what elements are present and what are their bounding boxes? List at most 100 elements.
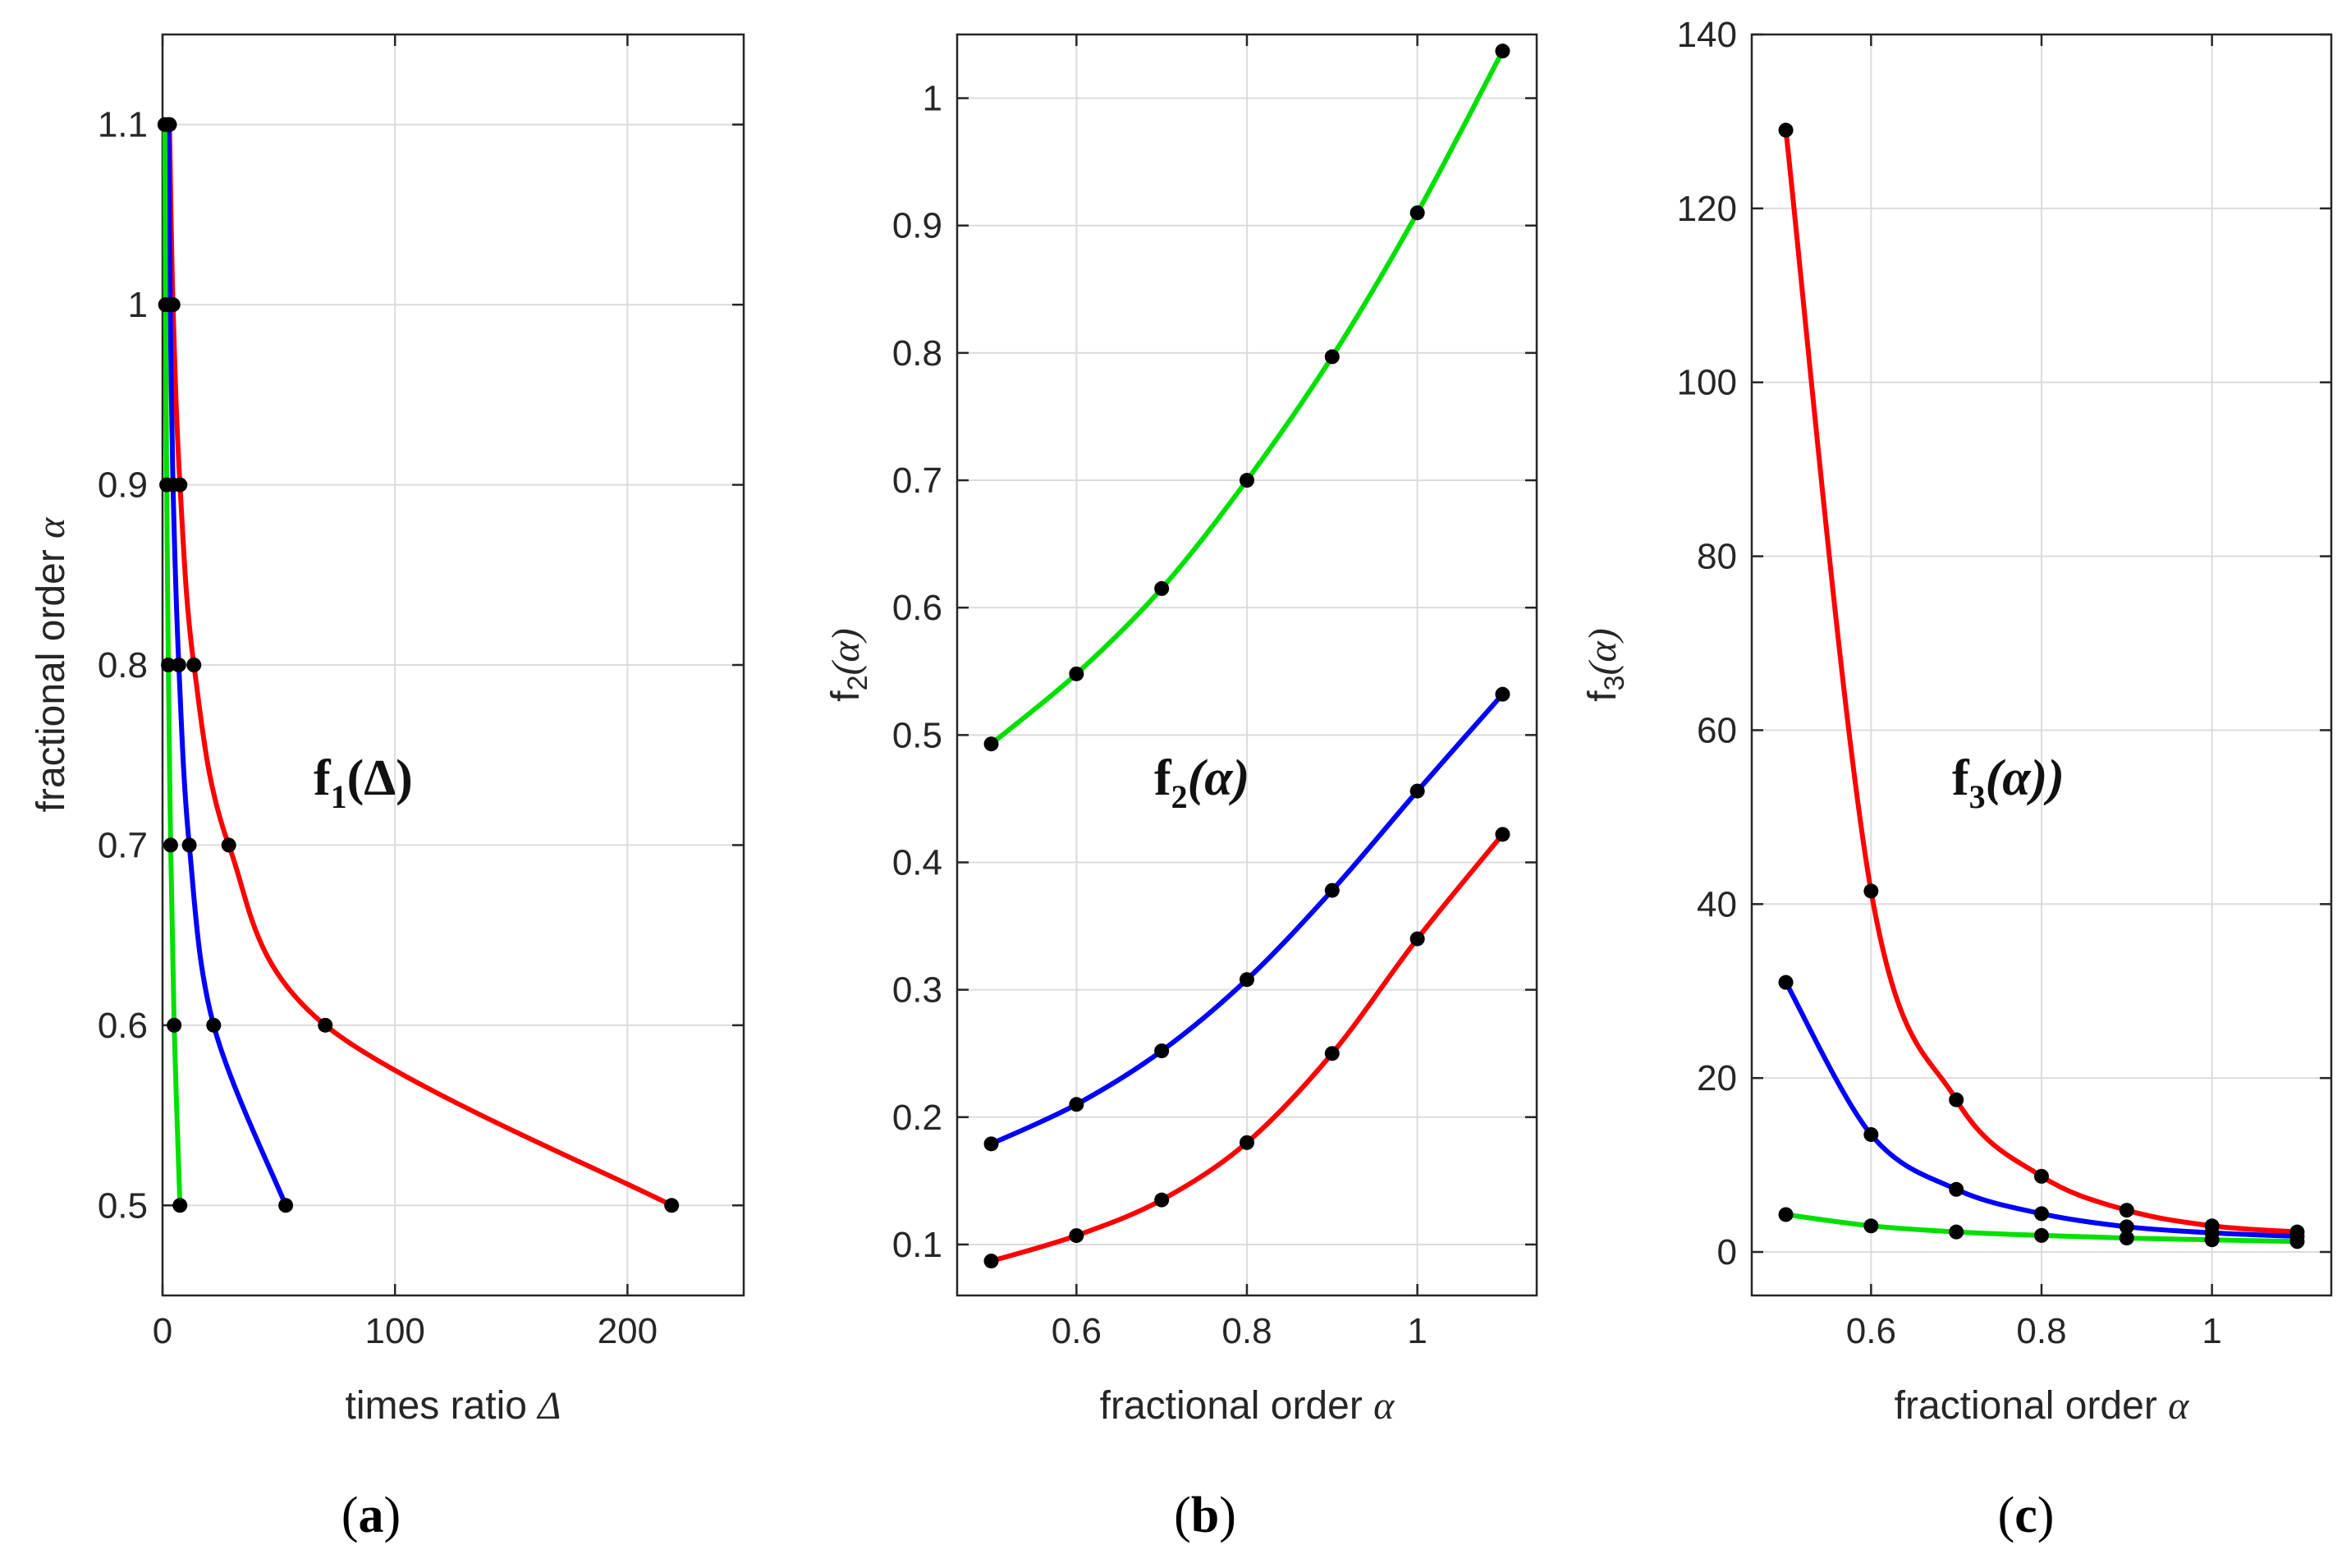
panel-b-series-blue-point	[1069, 1097, 1084, 1112]
panel-c-series-green-point	[1863, 1218, 1879, 1234]
panel-a-y-tick-label: 0.8	[98, 645, 148, 685]
panel-a-series-red-point	[318, 1017, 333, 1033]
panel-b-annotation: f2(α)	[1154, 750, 1249, 815]
panel-c-series-blue-point	[2119, 1219, 2134, 1235]
panel-a-grid	[162, 34, 744, 1295]
panel-c-series-red-point	[1778, 122, 1794, 138]
panel-b-series-blue-point	[983, 1136, 999, 1152]
panel-c-series-red-point	[2034, 1168, 2049, 1184]
panel-b-series-green-point	[1154, 580, 1170, 596]
panel-c-y-label: f3(α)	[1581, 628, 1630, 701]
panel-b-y-tick-label: 0.8	[892, 333, 942, 374]
panel-a-x-tick-label: 200	[598, 1311, 658, 1351]
panel-b-series	[983, 44, 1510, 1269]
panel-c-series-green-point	[2204, 1232, 2220, 1248]
panel-b-y-label: f2(α)	[824, 628, 873, 701]
panel-b-series-green-point	[1240, 473, 1254, 488]
panel-c-y-tick-label: 100	[1677, 363, 1737, 403]
panel-c-series-green-point	[1949, 1224, 1964, 1240]
panel-b-series-blue-point	[1240, 972, 1254, 988]
panel-a-series-green-point	[161, 658, 176, 672]
panel-c-annotation: f3(α))	[1952, 750, 2065, 815]
panel-b-x-label: fractional order α	[1100, 1384, 1395, 1428]
panel-b-series-blue-point	[1495, 686, 1510, 702]
panel-b-series-green-point	[983, 736, 999, 752]
panel-b: 0.6 0.8 1 0.1 0.2 0.3 0.4 0.5 0.6 0.7 0.8 0.9 1 f2(α…	[824, 33, 1538, 1543]
panel-c-y-tick-label: 0	[1717, 1232, 1737, 1272]
panel-c-series-blue-point	[1863, 1127, 1879, 1143]
panel-b-x-tick-label: 1	[1407, 1311, 1427, 1351]
panel-a-series-green-point	[172, 1198, 188, 1213]
panel-a-series-green-point	[158, 297, 173, 313]
panel-c-series-blue-point	[1778, 974, 1794, 990]
panel-b-series-green-point	[1324, 349, 1340, 364]
panel-a-series-green-point	[157, 117, 172, 132]
panel-b-series-red-point	[1154, 1192, 1170, 1208]
panel-c-series-blue-point	[2034, 1206, 2049, 1222]
panel-b-caption: (b)	[1174, 1488, 1236, 1543]
panel-c-y-tick-label: 140	[1677, 15, 1737, 55]
panel-b-series-red-point	[1069, 1228, 1084, 1244]
panel-a-ticks: 0 100 200 0.5 0.6 0.7 0.8 0.9 1 1.1	[98, 34, 744, 1351]
panel-b-y-tick-label: 0.7	[892, 461, 942, 501]
panel-a-series-blue-point	[171, 658, 186, 672]
panel-b-y-tick-label: 0.5	[892, 715, 942, 755]
panel-a-series-red-line	[167, 121, 675, 1208]
panel-b-grid	[957, 34, 1537, 1295]
panel-b-ticks: 0.6 0.8 1 0.1 0.2 0.3 0.4 0.5 0.6 0.7 0.8 0.9 1	[892, 34, 1537, 1351]
panel-c-y-tick-label: 80	[1697, 537, 1737, 577]
panel-a-series-green-point	[163, 837, 178, 853]
panel-b-series-blue-point	[1324, 883, 1340, 898]
panel-a-series	[157, 117, 680, 1213]
panel-a-series-red-point	[186, 658, 202, 672]
panel-c-x-tick-label: 0.8	[2016, 1311, 2066, 1351]
panel-b-y-tick-label: 1	[923, 79, 942, 119]
panel-c-y-tick-label: 60	[1697, 710, 1737, 750]
panel-c-series-green-point	[2289, 1234, 2305, 1249]
panel-c-series-red-point	[1949, 1092, 1964, 1107]
panel-b-y-tick-label: 0.2	[892, 1098, 942, 1138]
panel-c-series-green-point	[2119, 1231, 2134, 1246]
panel-a-y-tick-label: 0.7	[98, 825, 148, 865]
panel-c-series-green-point	[1778, 1207, 1794, 1222]
panel-a-series-blue-point	[181, 837, 197, 853]
panel-c-series-green-point	[2034, 1227, 2049, 1243]
panel-c-series	[1778, 122, 2305, 1249]
panel-c-ticks: 0.6 0.8 1 0 20 40 60 80 100 120 140	[1677, 15, 2331, 1351]
panel-b-y-tick-label: 0.3	[892, 970, 942, 1011]
panel-c-x-tick-label: 0.6	[1846, 1311, 1896, 1351]
panel-c-x-tick-label: 1	[2202, 1311, 2221, 1351]
panel-a-x-tick-label: 0	[153, 1311, 172, 1351]
panel-b-series-red-point	[1324, 1046, 1340, 1061]
panel-b-x-tick-label: 0.6	[1052, 1311, 1102, 1351]
panel-a-y-tick-label: 1	[128, 285, 148, 325]
panel-a-series-red-point	[664, 1198, 680, 1213]
panel-a-series-blue-point	[206, 1017, 222, 1033]
panel-b-series-red-point	[1409, 931, 1425, 947]
panel-b-y-tick-label: 0.1	[892, 1225, 942, 1265]
panel-b-y-tick-label: 0.4	[892, 842, 942, 883]
panel-a-series-blue-point	[278, 1198, 294, 1213]
panel-b-x-tick-label: 0.8	[1221, 1311, 1272, 1351]
panel-a-y-tick-label: 0.5	[98, 1185, 148, 1226]
panel-b-y-tick-label: 0.6	[892, 588, 942, 628]
panel-a-series-green-point	[159, 477, 175, 493]
panel-c-series-red-point	[2119, 1203, 2134, 1218]
panel-a-annotation: f1(Δ)	[314, 750, 413, 815]
panel-b-series-green-point	[1495, 44, 1510, 59]
panel-a-y-tick-label: 0.9	[98, 465, 148, 506]
panel-c-grid	[1752, 34, 2331, 1295]
panel-b-series-red-point	[1495, 827, 1510, 842]
panel-c-y-tick-label: 40	[1697, 884, 1737, 924]
panel-a-caption: (a)	[341, 1488, 401, 1543]
panel-b-series-green-point	[1069, 666, 1084, 681]
panel-a-y-label: fractional order α	[30, 517, 73, 813]
panel-a-x-label: times ratio Δ	[346, 1384, 561, 1428]
panel-b-series-red-point	[1240, 1135, 1254, 1150]
panel-a-y-tick-label: 1.1	[98, 105, 148, 145]
panel-c-y-tick-label: 20	[1697, 1058, 1737, 1098]
panel-a-y-tick-label: 0.6	[98, 1006, 148, 1046]
panel-c: 0.6 0.8 1 0 20 40 60 80 100 120 140 f3(α)) fractio…	[1581, 15, 2333, 1543]
panel-b-series-blue-point	[1154, 1043, 1170, 1059]
